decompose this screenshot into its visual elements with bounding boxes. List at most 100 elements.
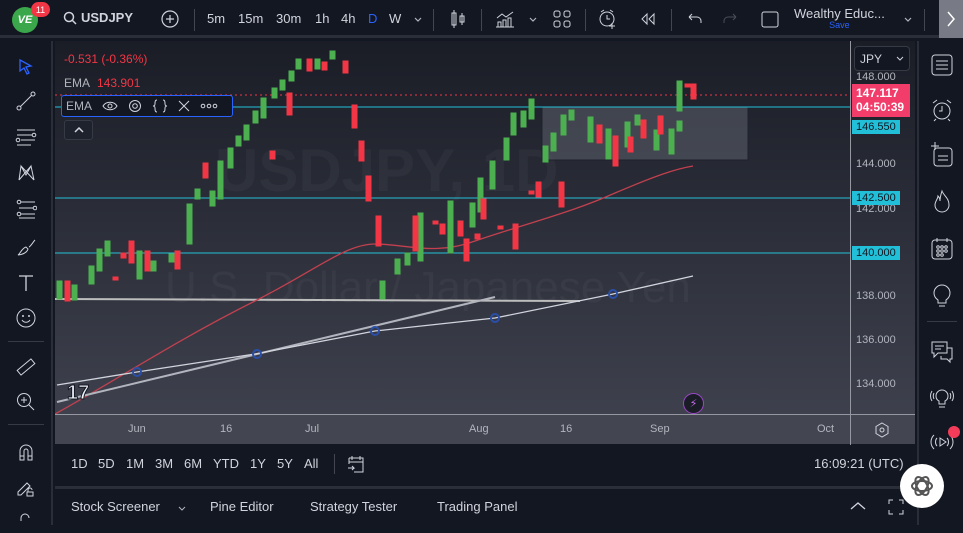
time-tick: 16 xyxy=(220,423,233,435)
divider xyxy=(924,9,925,31)
layout-name-button[interactable]: Wealthy Educ... Save xyxy=(794,6,885,30)
fullscreen-icon[interactable] xyxy=(760,9,780,29)
timeframe-15m[interactable]: 15m xyxy=(238,11,264,26)
layout-name: Wealthy Educ... xyxy=(794,6,885,21)
candle-style-icon[interactable] xyxy=(448,9,468,29)
chart-pane[interactable]: USDJPY, 1D U.S. Dollar / Japanese Yen xyxy=(55,41,915,416)
goto-date-icon[interactable] xyxy=(346,454,366,474)
pattern-icon[interactable] xyxy=(13,160,39,186)
price-scale[interactable]: JPY 148.000 144.000 142.000 138.000 136.… xyxy=(850,41,915,416)
lightning-icon[interactable]: ⚡ xyxy=(683,393,704,414)
range-1M[interactable]: 1M xyxy=(126,456,145,471)
top-toolbar: VE 11 USDJPY 5m 15m 30m 1h 4h D W Wealth… xyxy=(0,0,963,38)
replay-icon[interactable] xyxy=(638,9,658,29)
divider xyxy=(8,424,44,425)
price-tick: 136.000 xyxy=(856,334,896,346)
range-5Y[interactable]: 5Y xyxy=(277,456,293,471)
tab-strategy-tester[interactable]: Strategy Tester xyxy=(310,499,398,514)
chevron-up-icon[interactable] xyxy=(848,499,868,513)
ema-line xyxy=(55,165,694,415)
tab-pine-editor[interactable]: Pine Editor xyxy=(210,499,274,514)
trend-line-curve[interactable] xyxy=(56,275,694,386)
compare-add-icon[interactable] xyxy=(160,9,180,29)
divider xyxy=(8,341,44,342)
chevron-down-icon[interactable] xyxy=(177,505,187,513)
expand-panel-button[interactable] xyxy=(939,0,963,38)
timeframe-5m[interactable]: 5m xyxy=(207,11,226,26)
watchlist-icon[interactable] xyxy=(929,52,955,78)
support-line[interactable] xyxy=(55,298,581,302)
chevron-down-icon xyxy=(896,56,904,61)
time-tick: 16 xyxy=(560,423,573,435)
alarm-clock-icon[interactable] xyxy=(929,97,955,123)
chevron-down-icon[interactable] xyxy=(901,9,915,29)
time-scale[interactable]: Jun 16 Jul Aug 16 Sep Oct xyxy=(55,414,915,445)
range-5D[interactable]: 5D xyxy=(98,456,115,471)
divider xyxy=(194,9,195,31)
ideas-lightbulb-icon[interactable] xyxy=(929,283,955,309)
divider xyxy=(850,415,851,445)
hotlists-fire-icon[interactable] xyxy=(929,189,955,215)
timeframe-4h[interactable]: 4h xyxy=(341,11,356,26)
range-1D[interactable]: 1D xyxy=(71,456,88,471)
date-range-bar: 1D 5D 1M 3M 6M YTD 1Y 5Y All 16:09:21 (U… xyxy=(55,446,915,482)
ruler-icon[interactable] xyxy=(13,354,39,380)
source-code-icon[interactable] xyxy=(152,99,168,113)
tab-stock-screener[interactable]: Stock Screener xyxy=(71,499,160,514)
streams-icon[interactable] xyxy=(929,384,955,410)
last-price: 147.117 xyxy=(856,86,899,100)
close-icon[interactable] xyxy=(178,100,190,112)
zoom-in-icon[interactable] xyxy=(13,389,39,415)
trend-line-icon[interactable] xyxy=(13,88,39,114)
live-broadcast-icon[interactable] xyxy=(929,429,955,455)
indicators-icon[interactable] xyxy=(495,9,515,29)
timeframe-W[interactable]: W xyxy=(389,11,402,26)
level-tag: 140.000 xyxy=(852,246,900,260)
save-button[interactable]: Save xyxy=(829,20,850,30)
price-tick: 138.000 xyxy=(856,290,896,302)
redo-icon[interactable] xyxy=(721,9,741,29)
add-list-icon[interactable] xyxy=(929,142,955,168)
range-All[interactable]: All xyxy=(304,456,319,471)
magnet-icon[interactable] xyxy=(13,439,39,465)
divider xyxy=(585,9,586,31)
timeframe-D[interactable]: D xyxy=(368,11,378,26)
currency-label: JPY xyxy=(860,51,883,66)
chat-icon[interactable] xyxy=(929,339,955,365)
chevron-down-icon[interactable] xyxy=(412,9,424,29)
lock-drawings-icon[interactable] xyxy=(13,473,39,499)
eye-icon[interactable] xyxy=(102,100,118,112)
chart-settings-icon[interactable] xyxy=(874,422,890,438)
brush-icon[interactable] xyxy=(13,234,39,260)
tab-trading-panel[interactable]: Trading Panel xyxy=(437,499,518,514)
price-tick: 142.000 xyxy=(856,203,896,215)
text-icon[interactable] xyxy=(13,270,39,296)
utc-clock[interactable]: 16:09:21 (UTC) xyxy=(814,456,904,471)
ema-indicator-toolbar[interactable]: EMA xyxy=(61,95,233,117)
chevron-down-icon[interactable] xyxy=(527,9,539,29)
chevron-right-icon xyxy=(947,11,955,27)
horizontal-lines-icon[interactable] xyxy=(13,124,39,150)
fib-icon[interactable] xyxy=(13,196,39,222)
range-6M[interactable]: 6M xyxy=(184,456,203,471)
symbol-search[interactable]: USDJPY xyxy=(63,10,133,25)
range-YTD[interactable]: YTD xyxy=(213,456,239,471)
timeframe-30m[interactable]: 30m xyxy=(276,11,302,26)
range-1Y[interactable]: 1Y xyxy=(250,456,266,471)
alert-add-icon[interactable] xyxy=(598,9,618,29)
unlock-icon[interactable] xyxy=(13,507,39,533)
range-3M[interactable]: 3M xyxy=(155,456,174,471)
maximize-panel-icon[interactable] xyxy=(887,498,905,516)
currency-select[interactable]: JPY xyxy=(854,46,910,71)
openai-floating-button[interactable] xyxy=(900,464,944,508)
layout-grid-icon[interactable] xyxy=(552,9,572,29)
cursor-icon[interactable] xyxy=(13,54,39,80)
gear-icon[interactable] xyxy=(128,99,142,113)
undo-icon[interactable] xyxy=(684,9,704,29)
timeframe-1h[interactable]: 1h xyxy=(315,11,330,26)
emoji-icon[interactable] xyxy=(13,305,39,331)
calendar-icon[interactable] xyxy=(929,236,955,262)
more-icon[interactable] xyxy=(200,103,218,109)
time-tick: Sep xyxy=(650,423,670,435)
collapse-legend-button[interactable] xyxy=(64,120,93,140)
